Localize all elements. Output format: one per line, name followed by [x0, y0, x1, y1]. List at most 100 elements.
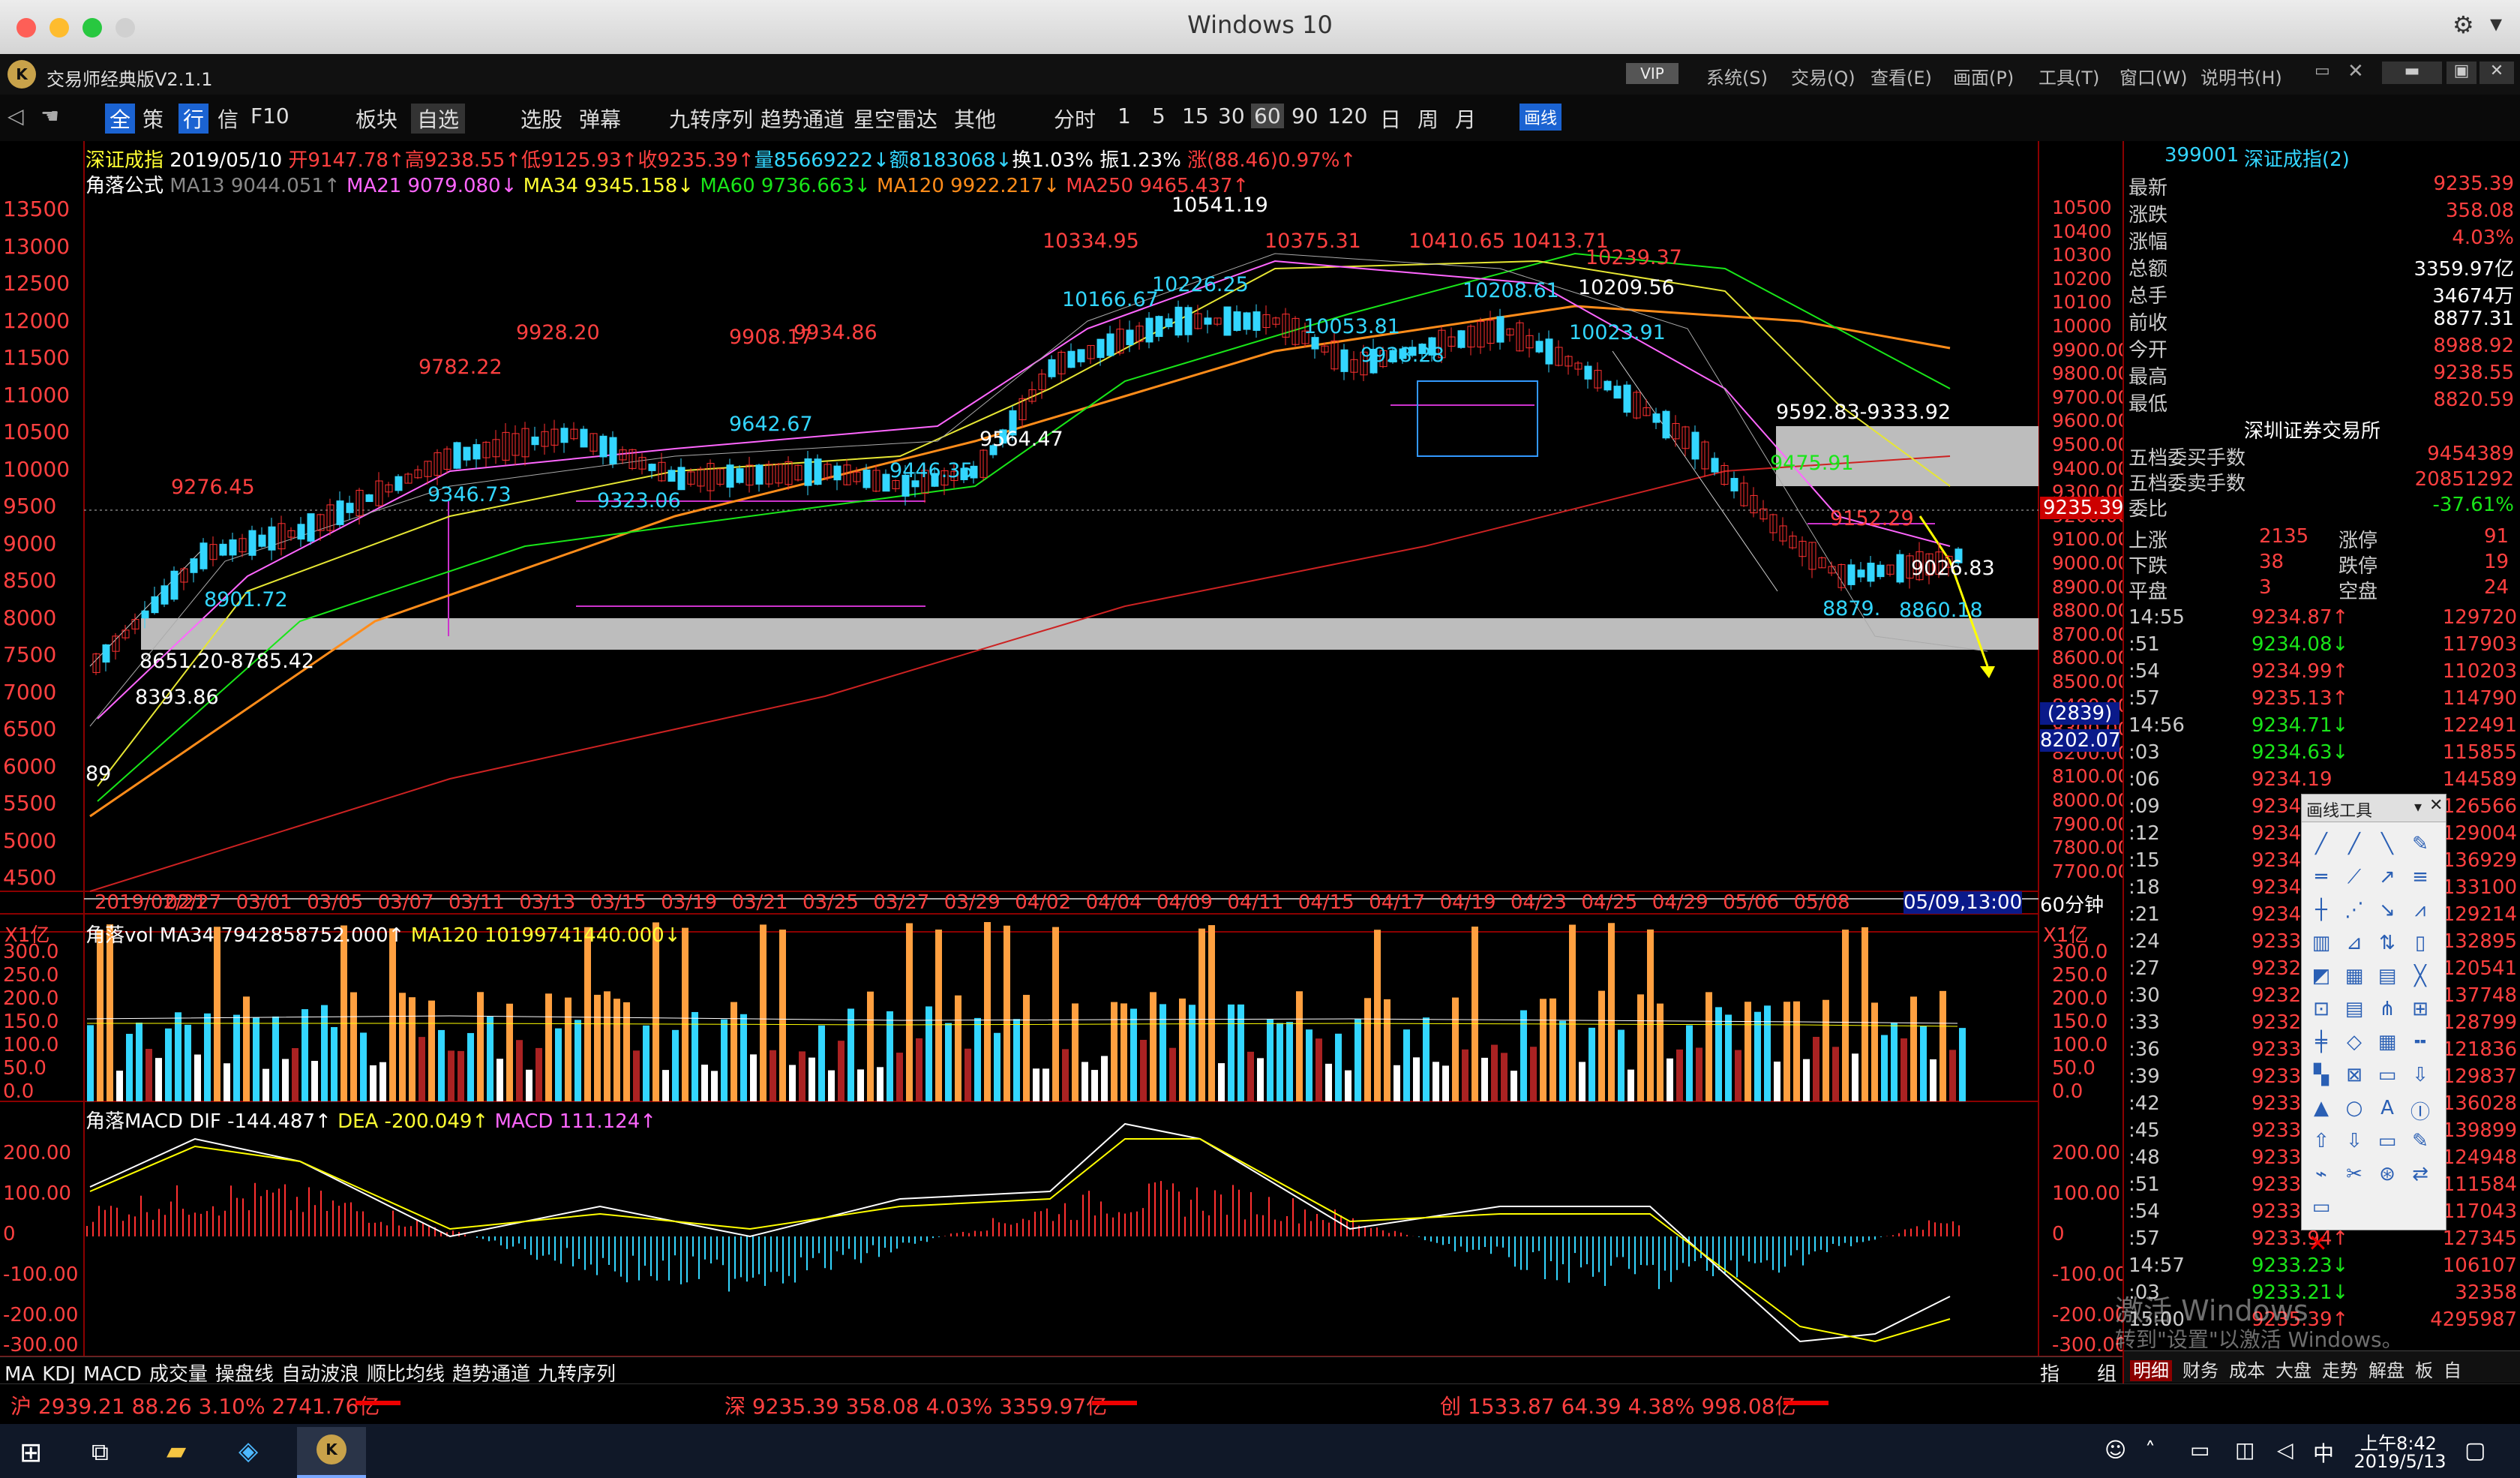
draw-tool-icon[interactable]: ═	[2315, 866, 2327, 888]
bottom-tab[interactable]: 走势	[2322, 1360, 2358, 1381]
bottom-tab[interactable]: 明细	[2130, 1360, 2172, 1381]
period-60m[interactable]: 60	[1251, 104, 1284, 128]
period-month[interactable]: 月	[1455, 107, 1477, 132]
minimize-window-button[interactable]	[50, 18, 69, 38]
gear-icon[interactable]: ⚙	[2452, 11, 2474, 39]
toolbar-sector[interactable]: 板块	[356, 107, 398, 132]
close-button[interactable]: ✕	[2480, 62, 2514, 84]
cy-index[interactable]: 创 1533.87 64.39 4.38% 998.08亿	[1440, 1394, 1796, 1419]
menu-help[interactable]: 说明书(H)	[2200, 68, 2282, 89]
indicator-tab[interactable]: MACD	[82, 1363, 142, 1386]
tick-row[interactable]: :09 9234 126566	[2124, 795, 2520, 821]
period-120m[interactable]: 120	[1328, 104, 1368, 128]
sh-index[interactable]: 沪 2939.21 88.26 3.10% 2741.76亿	[10, 1394, 380, 1419]
windows-start-icon[interactable]: ⊞	[20, 1437, 43, 1468]
volume-icon[interactable]: ◁	[2277, 1437, 2294, 1462]
file-explorer-icon[interactable]: ▰	[166, 1436, 187, 1466]
indicator-tab[interactable]: KDJ	[42, 1363, 76, 1386]
draw-tool-icon[interactable]: ✂	[2346, 1163, 2362, 1185]
people-icon[interactable]: ☺	[2104, 1437, 2127, 1462]
draw-tool-icon[interactable]: ✎	[2412, 833, 2428, 855]
tick-row[interactable]: :06 9234.19 144589	[2124, 768, 2520, 794]
tick-row[interactable]: :36 9233 121836	[2124, 1038, 2520, 1064]
maximize-window-button[interactable]	[82, 18, 102, 38]
clock-date[interactable]: 2019/5/13	[2354, 1451, 2446, 1472]
toolbar-trend-channel[interactable]: 趋势通道	[760, 107, 845, 132]
tick-row[interactable]: :21 9234 129214	[2124, 903, 2520, 929]
draw-tool-icon[interactable]: ⊞	[2412, 998, 2428, 1020]
close-icon[interactable]: ✕	[2429, 796, 2444, 815]
menu-system[interactable]: 系统(S)	[1706, 68, 1768, 89]
draw-tool-icon[interactable]: ▲	[2314, 1097, 2329, 1119]
draw-tool-icon[interactable]: ╪	[2315, 1031, 2327, 1053]
draw-tool-icon[interactable]: ▥	[2312, 932, 2331, 954]
tick-row[interactable]: :51 9234.08↓ 117903	[2124, 633, 2520, 659]
tick-row[interactable]: 14:55 9234.87↑ 129720	[2124, 606, 2520, 632]
toolbar-danmu[interactable]: 弹幕	[579, 107, 622, 132]
draw-tool-icon[interactable]: ▚	[2314, 1064, 2329, 1086]
toolbar-screener[interactable]: 选股	[520, 107, 563, 132]
draw-tool-icon[interactable]: ╱	[2315, 833, 2327, 855]
tick-row[interactable]: :39 9233 129837	[2124, 1065, 2520, 1091]
tick-row[interactable]: :15 9234 136929	[2124, 849, 2520, 875]
draw-tool-icon[interactable]: ◇	[2347, 1031, 2362, 1053]
draw-tool-icon[interactable]: A	[2380, 1097, 2394, 1119]
draw-tool-icon[interactable]: ▤	[2378, 965, 2397, 987]
draw-tool-icon[interactable]: ⟋	[2347, 866, 2362, 888]
clock-time[interactable]: 上午8:42	[2360, 1433, 2437, 1454]
bottom-tab[interactable]: 板	[2415, 1360, 2433, 1381]
period-day[interactable]: 日	[1380, 107, 1402, 132]
draw-tool-icon[interactable]: ▯	[2414, 932, 2426, 954]
tick-row[interactable]: :24 9233 132895	[2124, 930, 2520, 956]
indicator-tab[interactable]: 趋势通道	[452, 1363, 530, 1386]
tick-row[interactable]: :03 9233.21↓ 32358	[2124, 1281, 2520, 1307]
tick-row[interactable]: :54 9233 117043	[2124, 1200, 2520, 1226]
tick-row[interactable]: :33 9232 128799	[2124, 1011, 2520, 1037]
period-30m[interactable]: 30	[1218, 104, 1245, 128]
draw-tool-icon[interactable]: ▦	[2378, 1031, 2397, 1053]
draw-tool-icon[interactable]: ↘	[2379, 899, 2396, 921]
draw-tool-icon[interactable]: ⊠	[2346, 1064, 2362, 1086]
draw-tool-icon[interactable]: ╱	[2348, 833, 2360, 855]
period-1m[interactable]: 1	[1118, 104, 1131, 128]
ime-indicator[interactable]: 中	[2313, 1441, 2335, 1466]
period-week[interactable]: 周	[1418, 107, 1439, 132]
period-90m[interactable]: 90	[1292, 104, 1318, 128]
draw-line-button[interactable]: 画线	[1520, 104, 1562, 131]
toolbar-radar[interactable]: 星空雷达	[854, 107, 938, 132]
delete-drawing-icon[interactable]: ✕	[2308, 1229, 2328, 1257]
indicator-tab[interactable]: 成交量	[148, 1363, 208, 1386]
toolbar-all[interactable]: 全	[105, 104, 136, 134]
menu-window[interactable]: 窗口(W)	[2120, 68, 2188, 89]
bottom-tab[interactable]: 自	[2444, 1360, 2462, 1381]
tick-row[interactable]: :48 9233 124948	[2124, 1146, 2520, 1172]
menu-tools[interactable]: 工具(T)	[2038, 68, 2100, 89]
draw-tool-icon[interactable]: ⊡	[2313, 998, 2330, 1020]
tick-row[interactable]: :12 9234 129004	[2124, 822, 2520, 848]
draw-tool-icon[interactable]: ⇅	[2379, 932, 2396, 954]
indicator-tab[interactable]: 操盘线	[214, 1363, 274, 1386]
draw-tool-icon[interactable]: ⌁	[2315, 1163, 2327, 1185]
tick-row[interactable]: :45 9233 139899	[2124, 1119, 2520, 1145]
indicator-tab[interactable]: MA	[4, 1363, 35, 1386]
draw-tool-icon[interactable]: ╲	[2381, 833, 2393, 855]
period-15m[interactable]: 15	[1182, 104, 1209, 128]
draw-tool-icon[interactable]: ⇧	[2313, 1130, 2330, 1152]
bottom-tab[interactable]: 财务	[2182, 1360, 2218, 1381]
draw-tool-icon[interactable]: ⇩	[2412, 1064, 2428, 1086]
close-icon[interactable]: ✕	[2348, 60, 2364, 83]
tab-group[interactable]: 组	[2097, 1363, 2117, 1386]
tick-row[interactable]: :03 9234.63↓ 115855	[2124, 741, 2520, 767]
draw-tool-icon[interactable]: ▤	[2344, 998, 2364, 1020]
tick-row[interactable]: 14:56 9234.71↓ 122491	[2124, 714, 2520, 740]
hand-icon[interactable]: ☚	[40, 104, 60, 128]
network-icon[interactable]: ◫	[2235, 1437, 2255, 1462]
bottom-tab[interactable]: 解盘	[2368, 1360, 2404, 1381]
bottom-tab[interactable]: 成本	[2229, 1360, 2265, 1381]
menu-trade[interactable]: 交易(Q)	[1791, 68, 1856, 89]
draw-tool-icon[interactable]: ✎	[2412, 1130, 2428, 1152]
task-view-icon[interactable]: ⧉	[92, 1437, 109, 1466]
draw-tool-palette[interactable]: 画线工具 ▾ ✕ ╱ ╱ ╲ ✎ ═ ⟋ ↗ ≡ ┼ ⋰ ↘ ⩘ ▥ ⊿ ⇅ ▯ ◩ ▦ ▤ ╳ ⊡ ▤ ⋔ ⊞ ╪ ◇ ▦ ╍ ▚ ⊠ ▭…	[2301, 794, 2446, 1257]
notification-icon[interactable]: ▢	[2464, 1437, 2486, 1464]
toolbar-td9[interactable]: 九转序列	[669, 107, 754, 132]
